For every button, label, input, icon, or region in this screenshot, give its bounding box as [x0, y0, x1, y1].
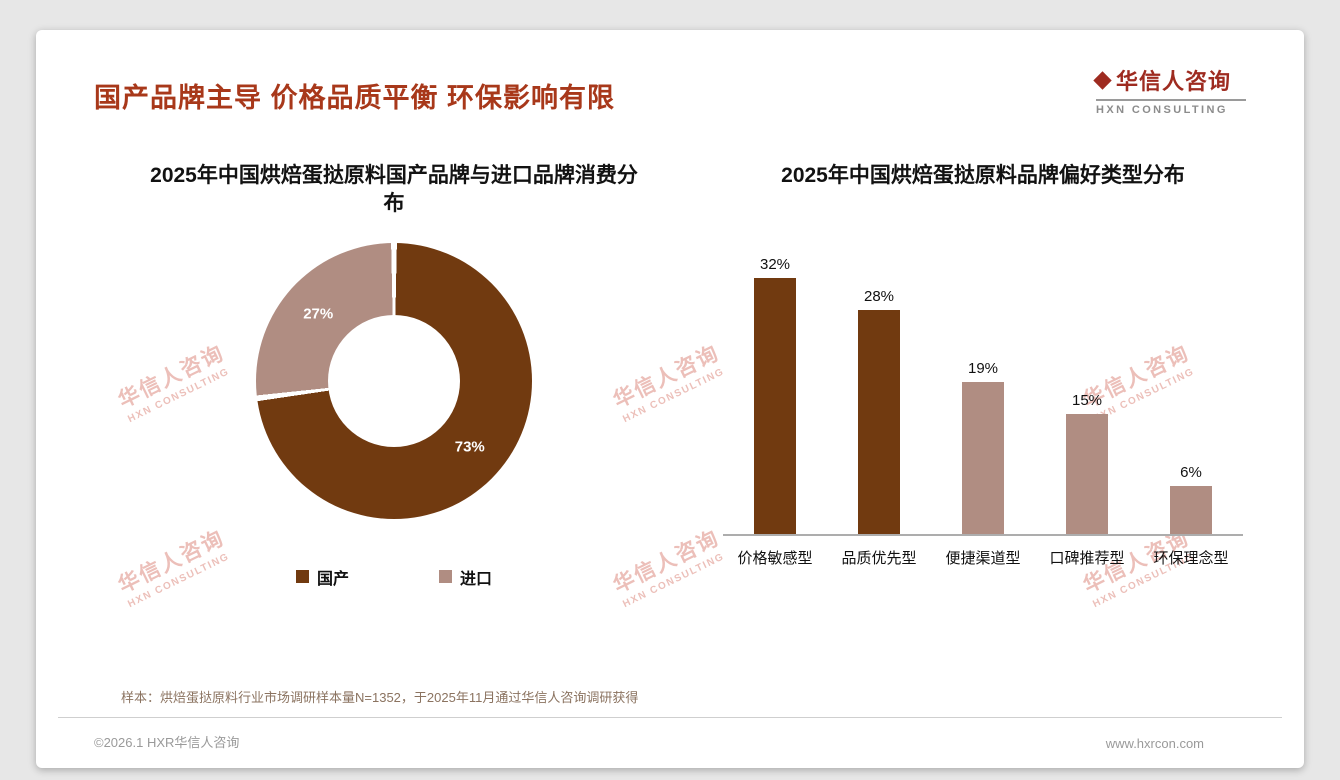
copyright-text: ©2026.1 HXR华信人咨询 — [94, 735, 240, 750]
sample-footnote: 样本：烘焙蛋挞原料行业市场调研样本量N=1352，于2025年11月通过华信人咨… — [121, 690, 639, 705]
slide-content: 国产品牌主导 价格品质平衡 环保影响有限 华信人咨询 HXN CONSULTIN… — [36, 30, 1304, 589]
footer-divider — [58, 717, 1282, 718]
legend-swatch — [295, 570, 309, 584]
donut-ring — [256, 242, 532, 519]
bar — [962, 382, 1004, 535]
website-text: www.hxrcon.com — [1105, 736, 1204, 751]
bar-value-label: 6% — [1180, 464, 1202, 482]
bar-chart: 32% 28% 19% 15% 6% 价格敏感型 品质优先型 便捷渠道型 口碑推荐型 环保理念型 — [723, 234, 1243, 568]
donut-chart-title: 2025年中国烘焙蛋挞原料国产品牌与进口品牌消费分布 — [150, 164, 638, 216]
logo-icon — [1093, 70, 1112, 90]
page-title: 国产品牌主导 价格品质平衡 环保影响有限 — [94, 83, 616, 113]
bar — [1066, 414, 1108, 535]
bar-category-label: 便捷渠道型 — [945, 550, 1021, 568]
bar-column: 28% — [827, 288, 931, 535]
donut-legend: 国产 进口 — [295, 565, 492, 589]
bar-column: 6% — [1139, 464, 1243, 535]
legend-swatch — [439, 570, 452, 584]
bar-value-label: 32% — [759, 256, 791, 274]
donut-chart: 73% 27% — [256, 242, 532, 519]
bar-column: 32% — [723, 256, 827, 535]
bar-category-axis: 价格敏感型 品质优先型 便捷渠道型 口碑推荐型 环保理念型 — [723, 536, 1243, 568]
bar — [1170, 486, 1212, 535]
donut-value-label: 27% — [303, 305, 334, 323]
bar-category-label: 环保理念型 — [1153, 550, 1229, 568]
logo-divider — [1096, 99, 1246, 101]
logo-name: 华信人咨询 — [1116, 69, 1232, 94]
bar-column: 19% — [931, 360, 1035, 535]
legend-item: 国产 — [295, 565, 349, 589]
bar-plot-area: 32% 28% 19% 15% 6% — [723, 234, 1243, 537]
bar-value-label: 28% — [863, 288, 895, 306]
bar-column: 15% — [1035, 392, 1139, 535]
charts-area: 2025年中国烘焙蛋挞原料国产品牌与进口品牌消费分布 73% 27% 国产 进口 2… — [36, 116, 1304, 589]
bar-value-label: 15% — [1071, 392, 1103, 410]
bar-category-label: 口碑推荐型 — [1049, 550, 1125, 568]
logo-tagline: HXN CONSULTING — [1096, 104, 1228, 116]
logo-top: 华信人咨询 — [1093, 64, 1246, 96]
donut-chart-section: 2025年中国烘焙蛋挞原料国产品牌与进口品牌消费分布 73% 27% 国产 进口 — [94, 162, 694, 589]
slide: 华信人咨询 HXN CONSULTING 华信人咨询 HXN CONSULTING 华信… — [36, 30, 1304, 768]
bar — [754, 278, 796, 535]
bar — [858, 310, 900, 535]
donut-value-label: 73% — [454, 438, 485, 456]
bar-category-label: 价格敏感型 — [737, 550, 813, 568]
legend-label: 进口 — [460, 570, 493, 588]
legend-label: 国产 — [316, 570, 349, 588]
bar-value-label: 19% — [967, 360, 999, 378]
legend-item: 进口 — [439, 565, 492, 589]
header: 国产品牌主导 价格品质平衡 环保影响有限 华信人咨询 HXN CONSULTIN… — [36, 30, 1304, 116]
bar-chart-section: 2025年中国烘焙蛋挞原料品牌偏好类型分布 32% 28% 19% 15% 6% 价格敏… — [694, 162, 1246, 589]
company-logo: 华信人咨询 HXN CONSULTING — [1093, 64, 1246, 116]
bar-chart-title: 2025年中国烘焙蛋挞原料品牌偏好类型分布 — [781, 164, 1185, 187]
bar-category-label: 品质优先型 — [841, 550, 917, 568]
